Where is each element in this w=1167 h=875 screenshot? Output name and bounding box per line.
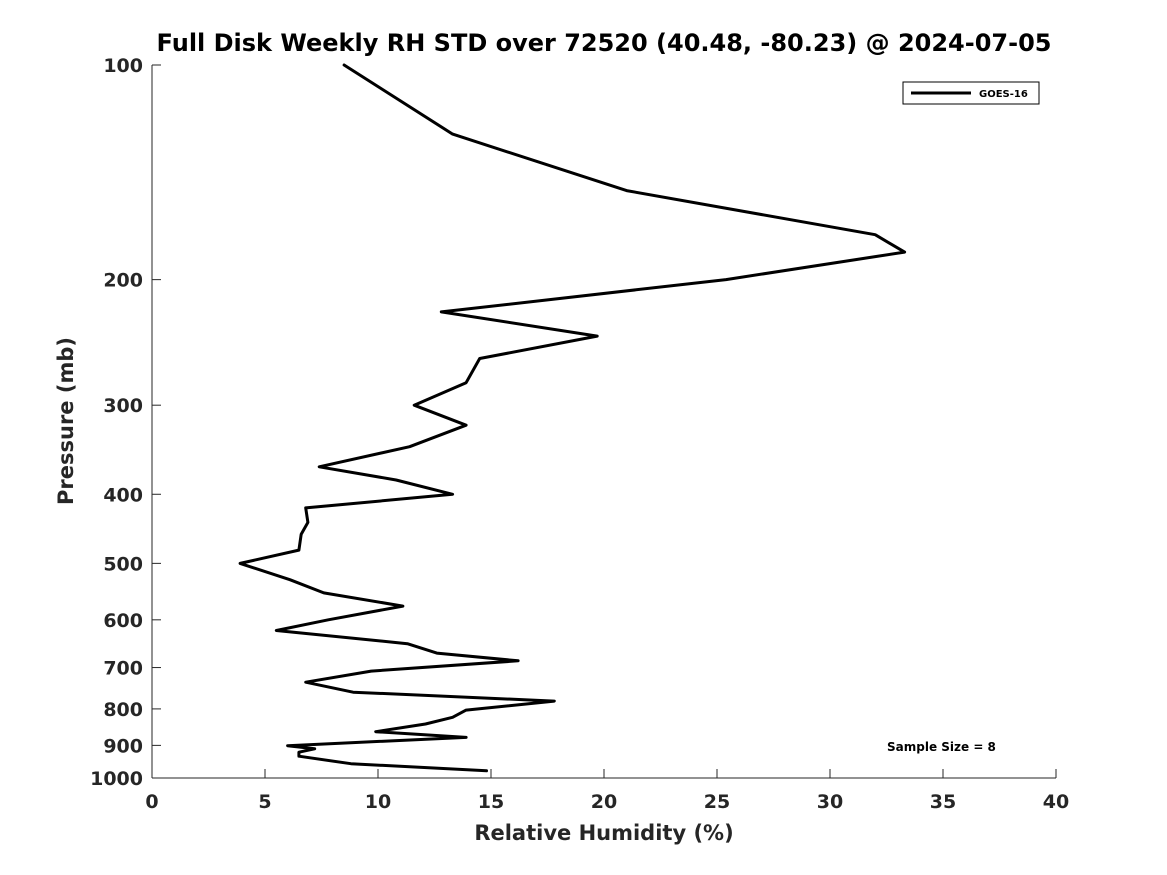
x-axis-ticks: 0 5 10 15 20 25 30 35 40 — [145, 769, 1069, 813]
y-tick-label: 300 — [103, 395, 143, 417]
y-tick-label: 400 — [103, 484, 143, 506]
y-tick-label: 700 — [103, 658, 143, 680]
x-tick-label: 40 — [1043, 791, 1069, 813]
chart-title: Full Disk Weekly RH STD over 72520 (40.4… — [157, 29, 1052, 57]
x-tick-label: 15 — [478, 791, 504, 813]
y-tick-label: 800 — [103, 699, 143, 721]
y-tick-label: 100 — [103, 55, 143, 77]
x-tick-label: 5 — [258, 791, 271, 813]
legend-label-goes-16: GOES-16 — [979, 89, 1028, 100]
x-tick-label: 30 — [817, 791, 843, 813]
x-tick-label: 25 — [704, 791, 730, 813]
x-tick-label: 20 — [591, 791, 617, 813]
sample-size-annotation: Sample Size = 8 — [887, 740, 996, 754]
y-tick-label: 500 — [103, 553, 143, 575]
y-axis-label: Pressure (mb) — [54, 337, 78, 505]
y-axis-ticks: 100 200 300 400 500 600 700 800 900 1000 — [90, 55, 161, 790]
x-axis-label: Relative Humidity (%) — [474, 821, 733, 845]
series-line-goes-16 — [238, 63, 907, 773]
y-tick-label: 900 — [103, 735, 143, 757]
y-tick-label: 1000 — [90, 768, 143, 790]
y-tick-label: 200 — [103, 270, 143, 292]
legend: GOES-16 — [902, 81, 1040, 105]
x-tick-label: 10 — [365, 791, 391, 813]
x-tick-label: 0 — [145, 791, 158, 813]
x-tick-label: 35 — [930, 791, 956, 813]
y-tick-label: 600 — [103, 610, 143, 632]
